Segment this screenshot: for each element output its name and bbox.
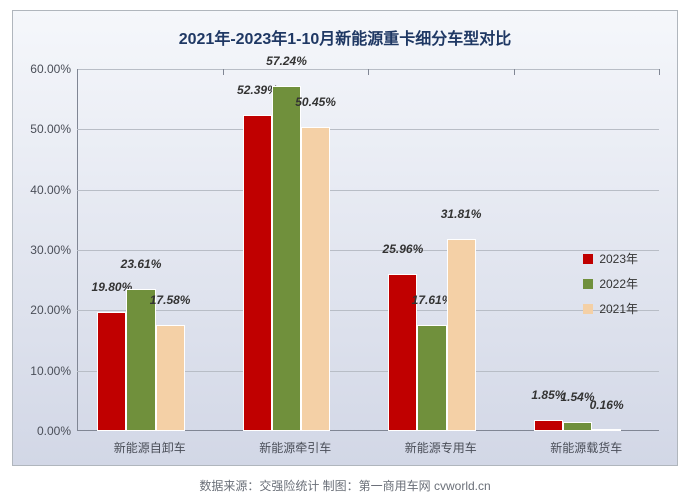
legend-swatch: [583, 304, 593, 314]
chart-bar: [156, 325, 185, 431]
x-tick: [77, 69, 78, 75]
x-tick: [223, 69, 224, 75]
chart-legend: 2023年 2022年 2021年: [583, 250, 638, 325]
x-tick-label: 新能源牵引车: [259, 431, 331, 456]
bar-value-label: 50.45%: [295, 95, 336, 111]
legend-item: 2022年: [583, 275, 638, 292]
gridline: [77, 129, 659, 130]
chart-bar: [592, 429, 621, 431]
y-tick-label: 20.00%: [30, 303, 77, 317]
chart-bar: [272, 86, 301, 431]
x-tick: [659, 69, 660, 75]
chart-bar: [301, 127, 330, 431]
gridline: [77, 190, 659, 191]
chart-bar: [417, 325, 446, 431]
legend-item: 2023年: [583, 250, 638, 267]
legend-label: 2022年: [599, 275, 638, 292]
y-tick-label: 0.00%: [37, 424, 77, 438]
bar-value-label: 25.96%: [383, 242, 424, 258]
y-tick-label: 50.00%: [30, 122, 77, 136]
chart-bar: [97, 312, 126, 431]
bar-value-label: 57.24%: [266, 54, 307, 70]
legend-label: 2021年: [599, 300, 638, 317]
legend-swatch: [583, 279, 593, 289]
y-tick-label: 40.00%: [30, 183, 77, 197]
chart-card: 2021年-2023年1-10月新能源重卡细分车型对比 0.00%10.00%2…: [12, 10, 678, 466]
legend-item: 2021年: [583, 300, 638, 317]
gridline: [77, 310, 659, 311]
bar-value-label: 31.81%: [441, 207, 482, 223]
chart-plot-area: 0.00%10.00%20.00%30.00%40.00%50.00%60.00…: [77, 69, 659, 431]
chart-bar: [447, 239, 476, 431]
legend-swatch: [583, 254, 593, 264]
x-tick-label: 新能源专用车: [405, 431, 477, 456]
x-tick: [514, 69, 515, 75]
legend-label: 2023年: [599, 250, 638, 267]
x-tick-label: 新能源自卸车: [114, 431, 186, 456]
bar-value-label: 17.58%: [150, 293, 191, 309]
gridline: [77, 250, 659, 251]
y-tick-label: 10.00%: [30, 364, 77, 378]
chart-bar: [243, 115, 272, 431]
x-tick: [368, 69, 369, 75]
chart-bar: [534, 420, 563, 431]
source-attribution: 数据来源：交强险统计 制图：第一商用车网 cvworld.cn: [0, 477, 690, 494]
chart-title: 2021年-2023年1-10月新能源重卡细分车型对比: [13, 11, 677, 53]
bar-value-label: 23.61%: [121, 257, 162, 273]
x-tick-label: 新能源载货车: [550, 431, 622, 456]
chart-bar: [563, 422, 592, 431]
y-tick-label: 30.00%: [30, 243, 77, 257]
chart-bar: [126, 289, 155, 431]
bar-value-label: 0.16%: [590, 398, 624, 414]
y-tick-label: 60.00%: [30, 62, 77, 76]
